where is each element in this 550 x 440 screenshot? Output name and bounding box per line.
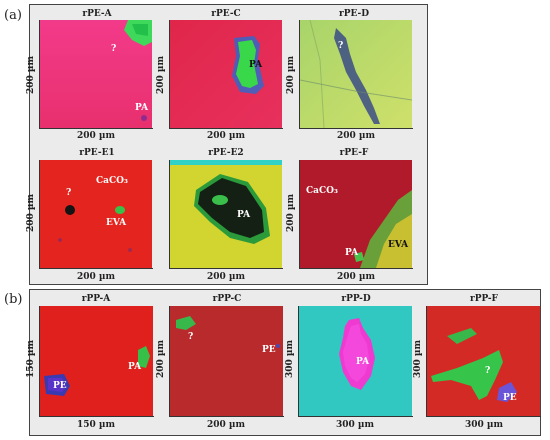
map-rpp-d <box>299 306 412 416</box>
annotation: ? <box>111 44 117 54</box>
tile-ylabel: 200 µm <box>26 193 36 233</box>
annotation: PA <box>249 60 263 70</box>
annotation: PE <box>503 393 517 403</box>
tile-xlabel: 200 µm <box>206 272 246 282</box>
annotation: ? <box>338 41 344 51</box>
annotation: EVA <box>388 240 409 250</box>
tile-title: rPP-A <box>81 294 111 304</box>
map-rpp-f <box>427 306 540 416</box>
annotation: ? <box>485 366 491 376</box>
annotation: CaCO₃ <box>96 176 128 186</box>
tile-title: rPP-D <box>341 294 371 304</box>
annotation: PA <box>135 103 149 113</box>
tile-xlabel: 300 µm <box>335 420 375 430</box>
tile-xlabel: 200 µm <box>76 272 116 282</box>
tile-xlabel: 200 µm <box>336 272 376 282</box>
tile-ylabel: 300 µm <box>413 339 423 379</box>
annotation: ? <box>188 332 194 342</box>
tile-title: rPE-E2 <box>208 148 244 158</box>
tile-ylabel: 200 µm <box>156 339 166 379</box>
annotation: EVA <box>106 218 127 228</box>
map-rpe-c <box>170 20 282 128</box>
annotation: PE <box>262 345 276 355</box>
annotation: ? <box>66 188 72 198</box>
tile-xlabel: 150 µm <box>76 420 116 430</box>
tile-ylabel: 150 µm <box>26 339 36 379</box>
tile-title: rPE-E1 <box>79 148 115 158</box>
map-rpe-e2 <box>170 160 282 268</box>
tile-title: rPE-D <box>338 9 370 19</box>
annotation: PA <box>237 210 251 220</box>
annotation: PA <box>345 248 359 258</box>
map-rpe-f <box>300 160 412 268</box>
map-rpe-d <box>300 20 412 128</box>
annotation: PA <box>356 357 370 367</box>
tile-title: rPP-C <box>212 294 242 304</box>
tile-ylabel: 300 µm <box>285 339 295 379</box>
tile-title: rPE-A <box>82 9 112 19</box>
tile-xlabel: 200 µm <box>206 420 246 430</box>
tile-ylabel: 200 µm <box>26 55 36 95</box>
tile-title: rPP-F <box>470 294 498 304</box>
tile-ylabel: 200 µm <box>156 55 166 95</box>
annotation: PE <box>53 381 67 391</box>
tile-xlabel: 200 µm <box>76 131 116 141</box>
tile-xlabel: 300 µm <box>464 420 504 430</box>
tile-ylabel: 200 µm <box>286 55 296 95</box>
tile-ylabel: 200 µm <box>286 193 296 233</box>
tile-xlabel: 200 µm <box>206 131 246 141</box>
annotation: PA <box>128 362 142 372</box>
map-rpe-e1 <box>40 160 152 268</box>
panel-a-label: (a) <box>4 8 22 23</box>
panel-b-label: (b) <box>4 292 23 307</box>
map-rpp-a <box>40 306 153 416</box>
tile-title: rPE-F <box>339 148 369 158</box>
map-rpe-a <box>40 20 152 128</box>
annotation: CaCO₃ <box>306 186 338 196</box>
map-rpp-c <box>170 306 283 416</box>
tile-xlabel: 200 µm <box>336 131 376 141</box>
tile-title: rPE-C <box>211 9 241 19</box>
